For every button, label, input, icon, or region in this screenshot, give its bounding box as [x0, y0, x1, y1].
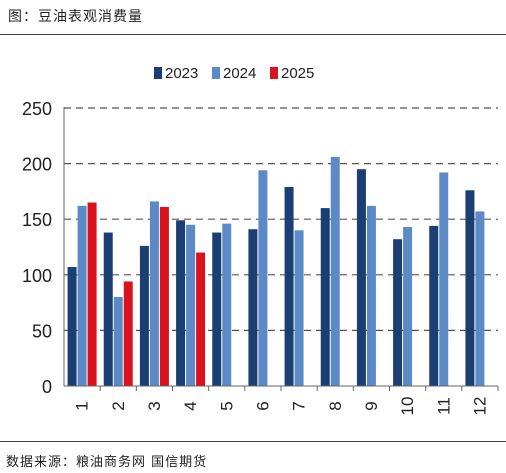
x-tick-label: 4	[181, 401, 200, 410]
bar-2023-12	[465, 190, 475, 386]
chart-legend: 2023 2024 2025	[154, 65, 314, 82]
legend-label-2025: 2025	[281, 65, 314, 82]
bar-2024-5	[222, 223, 232, 386]
y-axis: 0 50 100 150 200 250	[22, 99, 65, 397]
x-tick-label: 1	[73, 401, 92, 410]
bar-2025-3	[159, 206, 169, 386]
bar-2024-1	[77, 205, 87, 386]
bar-2024-4	[186, 224, 196, 386]
bar-2023-5	[212, 232, 222, 386]
bar-2023-11	[429, 225, 439, 386]
x-tick-label: 11	[434, 397, 453, 415]
bar-2024-8	[330, 156, 340, 386]
bar-2023-6	[248, 229, 258, 386]
bar-2025-4	[196, 252, 206, 386]
bottom-divider	[0, 441, 506, 442]
bar-2024-7	[294, 230, 304, 386]
bar-2023-7	[284, 186, 294, 386]
bar-2023-4	[176, 220, 186, 386]
bar-2024-3	[149, 201, 159, 386]
legend-swatch-2024	[212, 67, 220, 79]
top-divider	[0, 34, 506, 35]
bar-2025-1	[87, 202, 97, 386]
chart-gridlines	[64, 107, 498, 331]
bar-2024-6	[258, 170, 268, 386]
bar-2024-12	[475, 211, 485, 386]
x-tick-label: 10	[398, 397, 417, 416]
chart-title: 图：豆油表观消费量	[8, 9, 143, 25]
y-tick-label: 250	[22, 99, 52, 119]
x-tick-label: 3	[145, 401, 164, 410]
bar-2024-2	[113, 297, 123, 386]
y-tick-label: 0	[42, 377, 52, 397]
bar-2023-9	[356, 169, 366, 386]
bar-2024-9	[366, 205, 376, 386]
x-axis: 1 2 3 4 5 6 7 8 9 10 11 12	[64, 385, 499, 416]
x-tick-label: 9	[362, 401, 381, 410]
bar-2024-11	[439, 172, 449, 386]
legend-swatch-2023	[154, 67, 162, 79]
x-tick-label: 6	[253, 401, 272, 410]
data-source-note: 数据来源：粮油商务网 国信期货	[6, 455, 208, 470]
legend-swatch-2025	[270, 67, 278, 79]
bar-2023-3	[139, 245, 149, 386]
legend-label-2024: 2024	[223, 65, 256, 82]
y-tick-label: 200	[22, 155, 52, 175]
x-tick-label: 5	[217, 401, 236, 410]
bar-2023-2	[103, 232, 113, 386]
x-tick-label: 8	[326, 401, 345, 410]
y-tick-label: 100	[22, 266, 52, 286]
bar-2024-10	[403, 226, 413, 386]
bar-2023-8	[320, 208, 330, 386]
bar-2023-1	[67, 267, 77, 386]
x-tick-label: 2	[109, 401, 128, 410]
chart-bars	[67, 156, 485, 386]
legend-label-2023: 2023	[165, 65, 198, 82]
x-tick-label: 7	[290, 401, 309, 410]
x-tick-label: 12	[470, 397, 489, 416]
bar-2025-2	[123, 281, 133, 386]
bar-2023-10	[393, 239, 403, 386]
y-tick-label: 50	[32, 321, 52, 341]
y-tick-label: 150	[22, 210, 52, 230]
